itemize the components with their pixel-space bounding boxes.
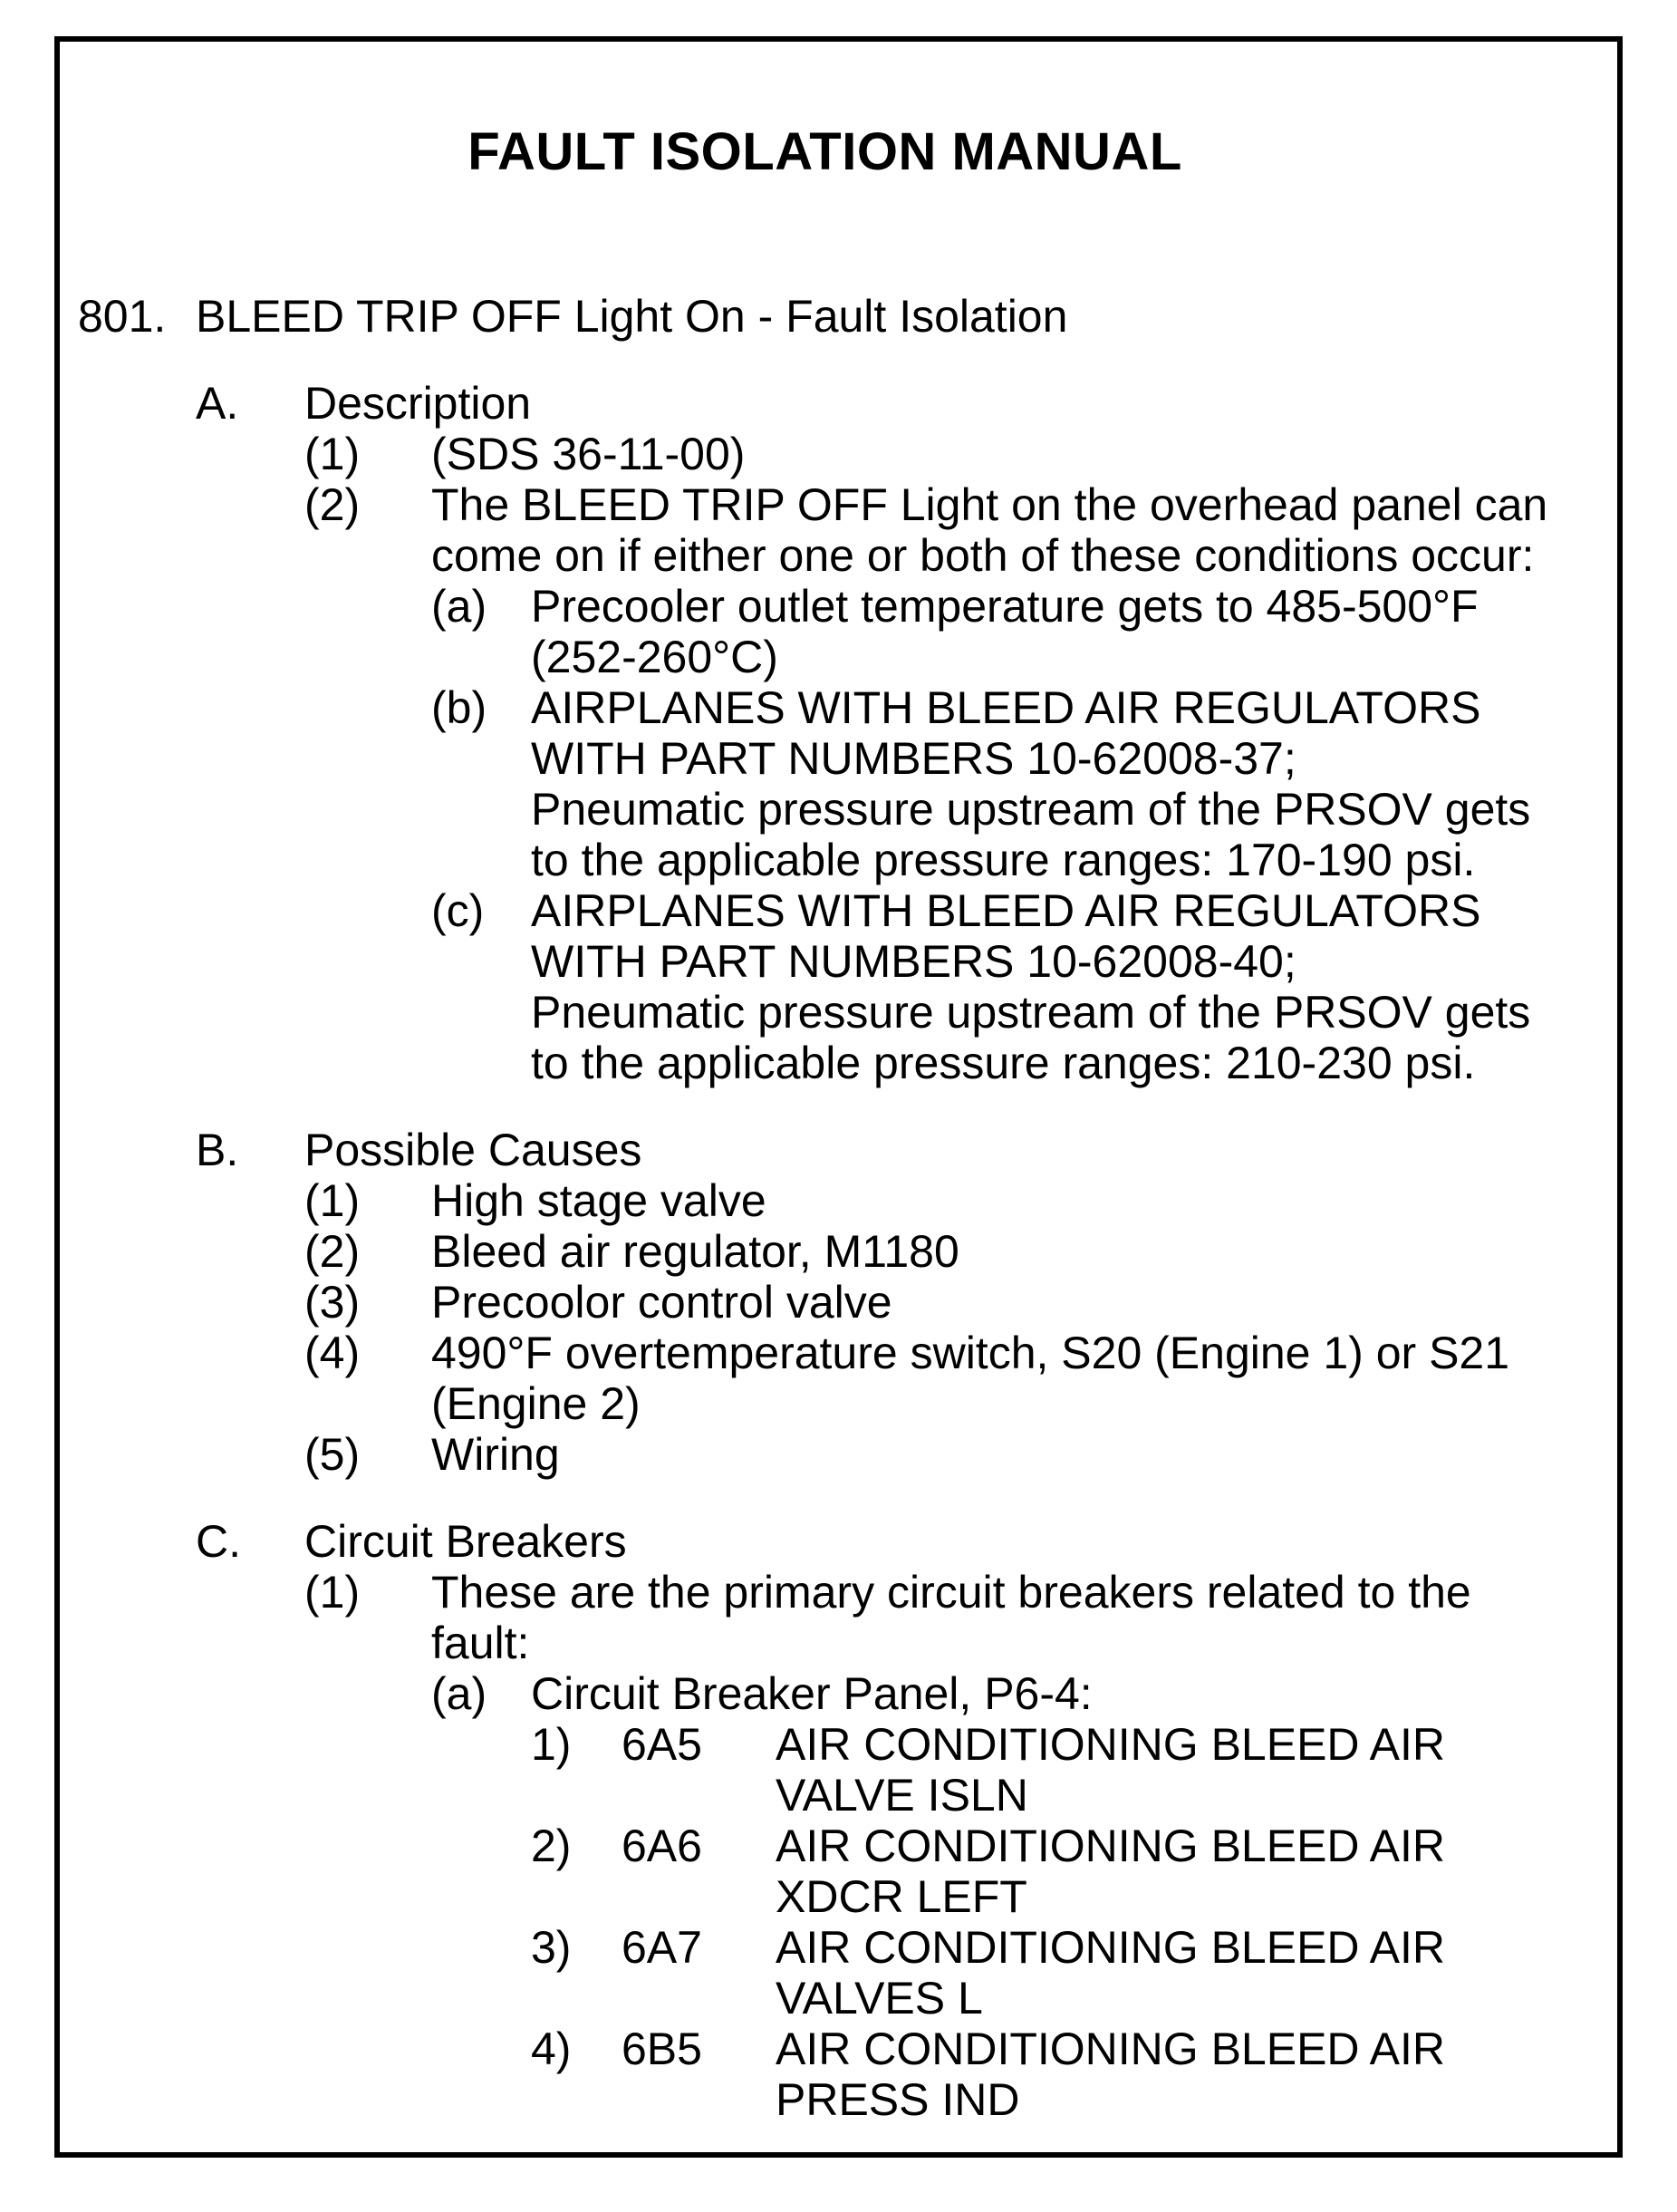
item-text: Circuit Breaker Panel, P6-4: — [531, 1668, 1093, 1719]
breaker-code: 6B5 — [622, 2024, 776, 2074]
breaker-row: 3) 6A7 AIR CONDITIONING BLEED AIR VALVES… — [531, 1922, 1572, 2024]
breaker-row: 1) 6A5 AIR CONDITIONING BLEED AIR VALVE … — [531, 1719, 1572, 1821]
item-text: Precoolor control valve — [431, 1277, 892, 1328]
item-marker: (3) — [304, 1277, 431, 1328]
breaker-desc: AIR CONDITIONING BLEED AIR VALVES L — [776, 1922, 1572, 2024]
section-heading: Description — [304, 378, 531, 429]
task-number: 801. — [78, 291, 196, 342]
item-text: (SDS 36-11-00) — [431, 429, 745, 479]
item-marker: (1) — [304, 1567, 431, 1618]
item-marker: 3) — [531, 1922, 622, 1973]
section-letter: A. — [196, 378, 304, 429]
breaker-desc: AIR CONDITIONING BLEED AIR VALVE ISLN — [776, 1719, 1572, 1821]
section-letter: C. — [196, 1516, 304, 1567]
section-letter: B. — [196, 1125, 304, 1175]
item-marker: 4) — [531, 2024, 622, 2074]
page: FAULT ISOLATION MANUAL 801. BLEED TRIP O… — [0, 0, 1677, 2212]
list-item: (1) High stage valve — [304, 1175, 1572, 1226]
breaker-desc: AIR CONDITIONING BLEED AIR XDCR LEFT — [776, 1821, 1572, 1922]
task-row: 801. BLEED TRIP OFF Light On - Fault Iso… — [78, 291, 1572, 342]
item-marker: (2) — [304, 479, 431, 530]
section-heading: Circuit Breakers — [304, 1516, 627, 1567]
item-marker: (1) — [304, 1175, 431, 1226]
item-text: Pneumatic pressure upstream of the PRSOV… — [531, 784, 1572, 885]
item-marker: (a) — [431, 1668, 531, 1719]
task-title: BLEED TRIP OFF Light On - Fault Isolatio… — [196, 291, 1067, 342]
item-marker: 2) — [531, 1821, 622, 1871]
item-marker: 1) — [531, 1719, 622, 1770]
list-item: (b) AIRPLANES WITH BLEED AIR REGULATORS … — [431, 682, 1572, 885]
list-item: (4) 490°F overtemperature switch, S20 (E… — [304, 1328, 1572, 1429]
item-marker: (a) — [431, 581, 531, 632]
item-text: 490°F overtemperature switch, S20 (Engin… — [431, 1328, 1572, 1429]
breaker-code: 6A7 — [622, 1922, 776, 1973]
item-marker: (c) — [431, 885, 531, 936]
item-text: AIRPLANES WITH BLEED AIR REGULATORS WITH… — [531, 885, 1572, 987]
item-text: Wiring — [431, 1429, 560, 1480]
breaker-row: 4) 6B5 AIR CONDITIONING BLEED AIR PRESS … — [531, 2024, 1572, 2125]
list-item: (2) Bleed air regulator, M1180 — [304, 1226, 1572, 1277]
breaker-desc: AIR CONDITIONING BLEED AIR PRESS IND — [776, 2024, 1572, 2125]
item-text: The BLEED TRIP OFF Light on the overhead… — [431, 479, 1572, 581]
item-marker: (b) — [431, 682, 531, 733]
item-marker: (1) — [304, 429, 431, 479]
section-b-header: B. Possible Causes — [196, 1125, 1572, 1175]
document-title: FAULT ISOLATION MANUAL — [78, 123, 1572, 182]
item-marker: (4) — [304, 1328, 431, 1378]
item-text: AIRPLANES WITH BLEED AIR REGULATORS WITH… — [531, 682, 1572, 784]
section-heading: Possible Causes — [304, 1125, 641, 1175]
list-item: (2) The BLEED TRIP OFF Light on the over… — [304, 479, 1572, 581]
breaker-code: 6A5 — [622, 1719, 776, 1770]
item-text: Precooler outlet temperature gets to 485… — [531, 581, 1572, 682]
item-text: Pneumatic pressure upstream of the PRSOV… — [531, 987, 1572, 1088]
document-frame: FAULT ISOLATION MANUAL 801. BLEED TRIP O… — [54, 36, 1623, 2158]
item-marker: (5) — [304, 1429, 431, 1480]
section-a-header: A. Description — [196, 378, 1572, 429]
list-item: (a) Circuit Breaker Panel, P6-4: — [431, 1668, 1572, 1719]
item-text: Bleed air regulator, M1180 — [431, 1226, 959, 1277]
item-text: These are the primary circuit breakers r… — [431, 1567, 1572, 1668]
list-item: (1) These are the primary circuit breake… — [304, 1567, 1572, 1668]
breaker-row: 2) 6A6 AIR CONDITIONING BLEED AIR XDCR L… — [531, 1821, 1572, 1922]
list-item: (1) (SDS 36-11-00) — [304, 429, 1572, 479]
item-text: High stage valve — [431, 1175, 766, 1226]
section-c-header: C. Circuit Breakers — [196, 1516, 1572, 1567]
list-item: (a) Precooler outlet temperature gets to… — [431, 581, 1572, 682]
item-marker: (2) — [304, 1226, 431, 1277]
list-item: (3) Precoolor control valve — [304, 1277, 1572, 1328]
breaker-code: 6A6 — [622, 1821, 776, 1871]
list-item: (c) AIRPLANES WITH BLEED AIR REGULATORS … — [431, 885, 1572, 1088]
list-item: (5) Wiring — [304, 1429, 1572, 1480]
